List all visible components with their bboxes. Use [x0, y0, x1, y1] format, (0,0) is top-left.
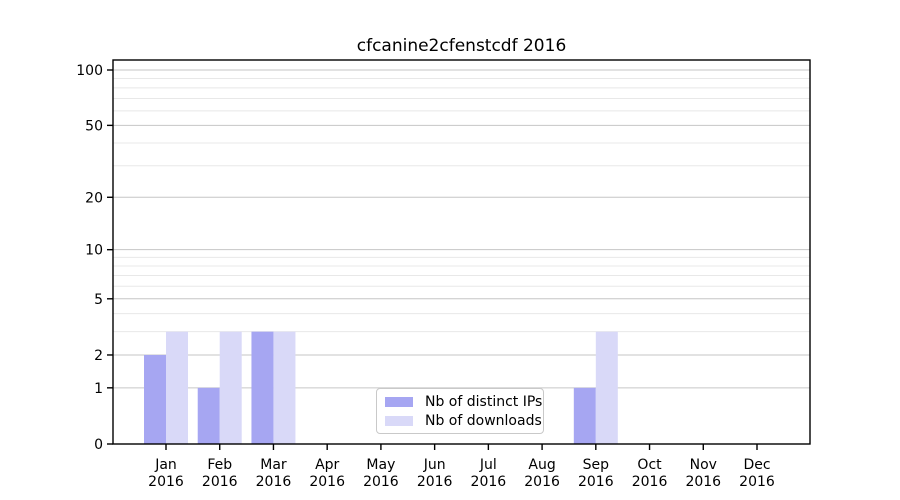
x-tick-label-month-mar: Mar: [260, 457, 287, 473]
x-tick-label-month-sep: Sep: [583, 457, 610, 473]
bar-jan-2016-series-1: [166, 331, 188, 444]
axes-spines: [112, 59, 811, 445]
x-tick-label-month-dec: Dec: [743, 457, 770, 473]
y-tick-label-0: 0: [94, 437, 103, 453]
bar-feb-2016-series-0: [197, 387, 220, 444]
bar-mar-2016-series-1: [273, 331, 296, 444]
x-tick-label-month-jun: Jun: [423, 457, 446, 473]
y-tick-label-2: 2: [94, 348, 103, 364]
y-tick-label-1: 1: [94, 381, 103, 397]
bar-sep-2016-series-0: [573, 387, 596, 444]
x-tick-label-month-jan: Jan: [154, 457, 177, 473]
x-tick-label-year-jul: 2016: [471, 474, 507, 490]
x-tick-label-year-sep: 2016: [578, 474, 614, 490]
x-tick-label-year-aug: 2016: [524, 474, 560, 490]
chart-title: cfcanine2cfenstcdf 2016: [356, 36, 567, 56]
x-tick-label-year-feb: 2016: [202, 474, 238, 490]
x-tick-label-year-may: 2016: [363, 474, 399, 490]
x-tick-label-month-feb: Feb: [207, 457, 232, 473]
legend-swatch-downloads: [385, 415, 413, 426]
x-tick-label-year-mar: 2016: [256, 474, 292, 490]
x-tick-label-month-nov: Nov: [690, 457, 717, 473]
bar-feb-2016-series-1: [219, 331, 242, 444]
x-tick-label-year-nov: 2016: [685, 474, 721, 490]
legend-label-distinct-ips: Nb of distinct IPs: [425, 393, 543, 410]
legend-item-downloads: Nb of downloads: [377, 412, 543, 429]
y-tick-label-20: 20: [85, 190, 103, 206]
bar-sep-2016-series-1: [595, 331, 618, 444]
x-tick-label-month-jul: Jul: [479, 457, 497, 473]
y-tick-label-5: 5: [94, 292, 103, 308]
legend-swatch-distinct-ips: [385, 396, 413, 407]
x-tick-label-year-jan: 2016: [148, 474, 184, 490]
x-tick-label-month-oct: Oct: [637, 457, 662, 473]
x-tick-label-year-oct: 2016: [632, 474, 668, 490]
y-tick-label-50: 50: [85, 118, 103, 134]
bar-jan-2016-series-0: [144, 354, 166, 444]
x-tick-label-month-may: May: [366, 457, 395, 473]
x-tick-label-year-apr: 2016: [309, 474, 345, 490]
x-tick-label-month-apr: Apr: [315, 457, 339, 473]
y-tick-label-10: 10: [85, 243, 103, 259]
x-tick-label-year-jun: 2016: [417, 474, 453, 490]
legend-label-downloads: Nb of downloads: [425, 412, 542, 429]
bar-mar-2016-series-0: [251, 331, 274, 444]
x-tick-label-year-dec: 2016: [739, 474, 775, 490]
x-tick-label-month-aug: Aug: [528, 457, 555, 473]
legend-item-distinct-ips: Nb of distinct IPs: [377, 393, 543, 410]
legend: Nb of distinct IPs Nb of downloads: [376, 388, 544, 434]
y-tick-label-100: 100: [76, 63, 103, 79]
